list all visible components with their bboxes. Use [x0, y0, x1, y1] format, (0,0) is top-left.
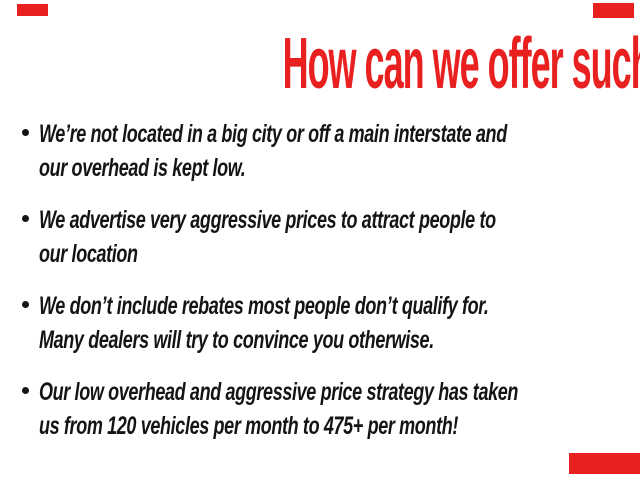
page-title: How can we offer such low prices?	[282, 24, 640, 104]
bullet-line: We advertise very aggressive prices to a…	[39, 206, 496, 234]
list-item: We advertise very aggressive prices to a…	[22, 203, 622, 271]
bullet-line: Our low overhead and aggressive price st…	[39, 378, 519, 406]
bullet-text: Our low overhead and aggressive price st…	[39, 375, 640, 443]
bullet-line: We’re not located in a big city or off a…	[39, 120, 507, 148]
list-item: Our low overhead and aggressive price st…	[22, 375, 622, 443]
bullet-text: We don’t include rebates most people don…	[39, 289, 640, 357]
bullet-icon	[22, 387, 29, 394]
bullet-text: We advertise very aggressive prices to a…	[39, 203, 640, 271]
list-item: We’re not located in a big city or off a…	[22, 117, 622, 185]
title-container: How can we offer such low prices?	[0, 28, 640, 100]
corner-accent-top-right	[593, 3, 634, 18]
bullet-line: our location	[39, 240, 138, 268]
bullet-icon	[22, 215, 29, 222]
corner-accent-top-left	[17, 4, 48, 16]
bullet-line: Many dealers will try to convince you ot…	[39, 326, 434, 354]
bullet-list: We’re not located in a big city or off a…	[22, 117, 622, 461]
corner-accent-bottom-right	[569, 453, 640, 474]
bullet-line: our overhead is kept low.	[39, 154, 246, 182]
bullet-icon	[22, 301, 29, 308]
bullet-line: We don’t include rebates most people don…	[39, 292, 489, 320]
list-item: We don’t include rebates most people don…	[22, 289, 622, 357]
bullet-icon	[22, 129, 29, 136]
bullet-line: us from 120 vehicles per month to 475+ p…	[39, 412, 458, 440]
bullet-text: We’re not located in a big city or off a…	[39, 117, 640, 185]
